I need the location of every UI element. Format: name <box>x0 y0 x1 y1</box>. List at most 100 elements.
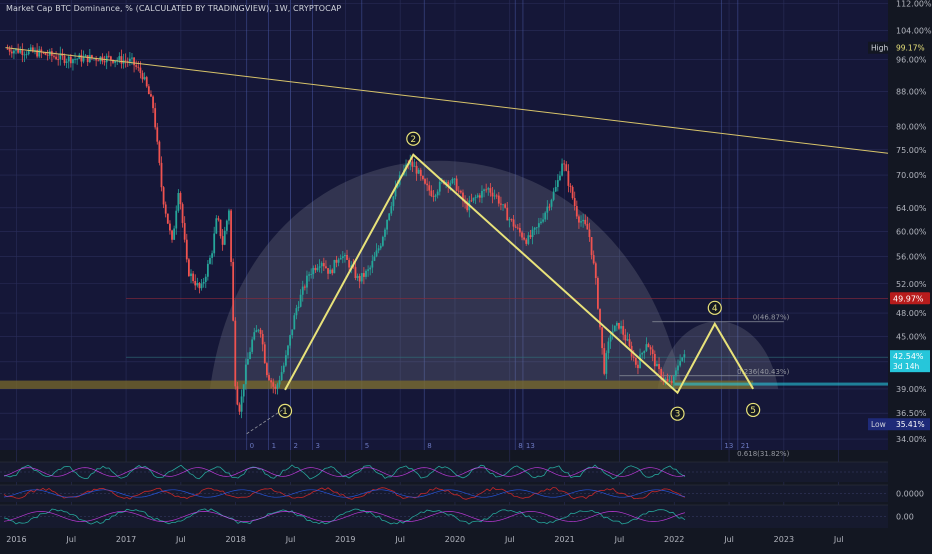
x-tick-label: Jul <box>285 535 296 544</box>
candle-body <box>293 315 296 330</box>
candle-body <box>531 229 534 238</box>
candle-body <box>219 219 222 237</box>
candle-body <box>580 221 582 223</box>
candle-body <box>59 53 62 60</box>
candle-body <box>573 198 576 207</box>
candle-body <box>497 195 500 204</box>
candle-body <box>613 325 616 332</box>
candle-body <box>386 219 388 230</box>
candle-body <box>244 364 247 385</box>
candle-body <box>303 286 306 288</box>
candle-body <box>270 380 273 383</box>
candle-body <box>525 239 528 244</box>
candle-body <box>169 223 171 231</box>
candle-body <box>103 61 106 63</box>
indicator-signal-line <box>3 467 686 477</box>
candle-body <box>634 357 637 365</box>
candle-body <box>192 273 195 281</box>
candle-body <box>82 56 85 62</box>
candle-body <box>565 164 568 171</box>
large-dome <box>210 160 683 389</box>
candle-body <box>567 170 570 186</box>
candle-body <box>190 273 192 277</box>
candle-body <box>508 219 511 221</box>
candle-body <box>162 187 165 205</box>
last-price-countdown: 3d 14h <box>893 362 919 371</box>
candle-body <box>447 181 450 186</box>
candle-body <box>232 261 235 321</box>
support-band-rect <box>0 380 754 389</box>
candle-body <box>645 344 648 351</box>
wave-marker <box>406 131 421 146</box>
candle-body <box>434 195 437 197</box>
candle-body <box>135 65 138 67</box>
candle-body <box>223 230 226 245</box>
candle-body <box>272 382 275 387</box>
candle-body <box>29 47 32 51</box>
candle-body <box>381 236 384 246</box>
candle-body <box>97 60 100 62</box>
y-tick-label: 70.00% <box>896 171 927 180</box>
candle-body <box>329 269 332 274</box>
candle-body <box>500 203 502 205</box>
candle-body <box>118 56 121 61</box>
chart-title: Market Cap BTC Dominance, % (CALCULATED … <box>6 4 342 13</box>
candle-body <box>21 50 24 55</box>
cycle-label: 3 <box>315 442 319 450</box>
cycle-label: 8 <box>518 442 522 450</box>
candle-body <box>333 259 336 274</box>
candle-body <box>474 197 477 198</box>
y-tick-label: 112.00% <box>896 0 932 8</box>
wave-marker <box>746 402 761 418</box>
level-badge-text: 49.97% <box>893 294 924 303</box>
candle-body <box>373 256 376 261</box>
candle-body <box>537 223 540 228</box>
candle-body <box>453 178 456 180</box>
candle-body <box>141 73 144 80</box>
candle-body <box>236 386 239 405</box>
y-tick-label: 34.00% <box>896 435 927 444</box>
candle-body <box>544 212 547 220</box>
last-price-badge-bg <box>890 350 930 373</box>
x-tick-label: Jul <box>723 535 734 544</box>
candle-body <box>478 195 481 198</box>
candle-body <box>13 50 15 54</box>
indicator-line <box>3 486 686 500</box>
candle-body <box>278 380 281 385</box>
candle-body <box>31 47 34 52</box>
candle-body <box>639 354 641 369</box>
candle-body <box>297 306 300 309</box>
plot-background <box>0 0 888 450</box>
candle-body <box>128 58 131 62</box>
candle-body <box>320 263 323 267</box>
x-tick-label: Jul <box>504 535 515 544</box>
high-value: 99.17% <box>896 44 925 53</box>
candle-body <box>632 356 635 358</box>
indicator-line <box>3 508 686 525</box>
candle-body <box>428 185 431 191</box>
candle-body <box>670 381 673 383</box>
candle-body <box>664 378 667 380</box>
cycle-label: 13 <box>526 442 535 450</box>
candle-body <box>546 206 549 213</box>
wave-marker-label: 3 <box>675 410 681 420</box>
x-tick-label: 2022 <box>664 535 684 544</box>
candle-body <box>459 190 462 193</box>
candle-body <box>17 48 20 53</box>
price-axis: 112.00% 104.00% 96.00% 88.00% 80.00% 75.00% 70… <box>896 0 932 522</box>
candle-body <box>213 233 216 254</box>
candle-body <box>628 339 631 346</box>
candle-body <box>67 56 70 62</box>
cycle-label: 2 <box>294 442 298 450</box>
candle-body <box>590 237 593 256</box>
candle-body <box>554 186 557 192</box>
candle-body <box>411 161 414 167</box>
candle-body <box>358 275 361 282</box>
candle-body <box>196 282 199 286</box>
descending-trend-line <box>5 47 889 154</box>
candle-body <box>133 57 135 66</box>
candle-body <box>561 163 563 176</box>
candle-body <box>44 52 47 55</box>
candle-body <box>188 259 190 277</box>
